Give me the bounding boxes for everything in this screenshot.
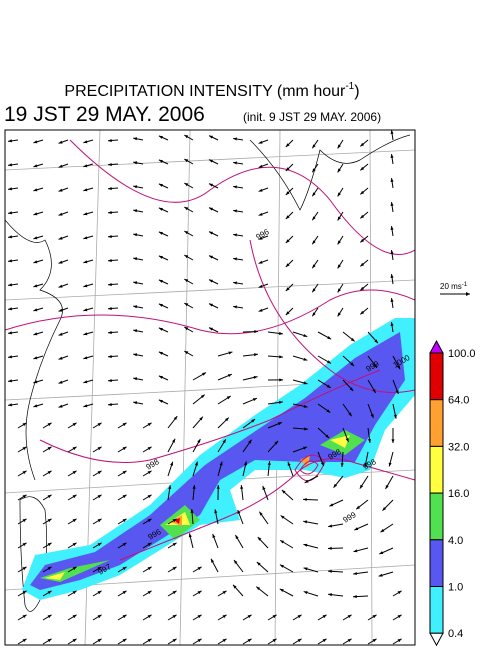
wind-arrowhead bbox=[279, 378, 283, 381]
wind-arrowhead bbox=[303, 334, 307, 337]
wind-arrowhead bbox=[303, 358, 307, 361]
scale-label: 20 ms-1 bbox=[440, 282, 468, 291]
wind-arrowhead bbox=[83, 164, 87, 167]
wind-arrowhead bbox=[83, 260, 87, 263]
wind-arrowhead bbox=[59, 357, 63, 360]
wind-arrowhead bbox=[391, 439, 394, 443]
wind-arrowhead bbox=[83, 332, 87, 335]
wind-arrowhead bbox=[83, 212, 87, 215]
wind-arrowhead bbox=[33, 356, 37, 359]
wind-arrowhead bbox=[253, 398, 257, 401]
init-time: (init. 9 JST 29 MAY. 2006) bbox=[243, 110, 381, 124]
wind-arrowhead bbox=[59, 405, 63, 408]
colorbar-label: 16.0 bbox=[448, 488, 469, 500]
wind-arrowhead bbox=[33, 212, 37, 215]
wind-arrowhead bbox=[83, 140, 87, 143]
wind-arrowhead bbox=[59, 237, 63, 240]
wind-arrowhead bbox=[59, 141, 63, 144]
wind-arrowhead bbox=[303, 520, 307, 523]
colorbar-label: 100.0 bbox=[448, 348, 476, 360]
wind-arrowhead bbox=[83, 308, 87, 311]
colorbar-label: 32.0 bbox=[448, 441, 469, 453]
colorbar-label: 0.4 bbox=[448, 628, 463, 640]
wind-arrowhead bbox=[83, 284, 87, 287]
wind-arrowhead bbox=[328, 524, 332, 527]
wind-arrowhead bbox=[83, 188, 87, 191]
contour-label: 998 bbox=[145, 457, 162, 472]
wind-arrowhead bbox=[59, 165, 63, 168]
wind-arrowhead bbox=[328, 547, 332, 550]
title-text: PRECIPITATION INTENSITY (mm hour bbox=[64, 83, 346, 100]
wind-arrowhead bbox=[59, 333, 63, 336]
wind-arrowhead bbox=[33, 284, 37, 287]
wind-arrowhead bbox=[228, 351, 232, 354]
wind-arrowhead bbox=[238, 510, 241, 514]
title: PRECIPITATION INTENSITY (mm hour-1) bbox=[64, 81, 359, 100]
contour-label: 999 bbox=[342, 510, 359, 525]
wind-arrowhead bbox=[259, 141, 263, 144]
wind-arrowhead bbox=[59, 189, 63, 192]
wind-arrowhead bbox=[259, 189, 263, 192]
wind-arrowhead bbox=[59, 213, 63, 216]
scale-arrowhead bbox=[466, 292, 470, 296]
wind-arrowhead bbox=[59, 261, 63, 264]
colorbar-label: 64.0 bbox=[448, 395, 469, 407]
scale-text: 20 ms bbox=[440, 282, 462, 291]
vector-scale: 20 ms-1 bbox=[440, 282, 470, 296]
wind-arrowhead bbox=[83, 236, 87, 239]
wind-arrowhead bbox=[353, 595, 357, 598]
wind-arrowhead bbox=[259, 261, 263, 264]
scale-exponent: -1 bbox=[462, 282, 468, 288]
wind-arrowhead bbox=[33, 140, 37, 143]
colorbar-segment bbox=[430, 540, 443, 587]
title-close: ) bbox=[354, 83, 359, 100]
wind-arrowhead bbox=[213, 534, 216, 538]
wind-arrowhead bbox=[259, 285, 263, 288]
wind-arrowhead bbox=[379, 574, 383, 577]
precipitation bbox=[22, 318, 415, 600]
wind-arrowhead bbox=[33, 164, 37, 167]
contour-label: 996 bbox=[255, 227, 272, 242]
wind-arrowhead bbox=[83, 380, 87, 383]
wind-arrowhead bbox=[304, 567, 308, 570]
colorbar-segment bbox=[430, 493, 443, 540]
wind-arrowhead bbox=[259, 213, 263, 216]
wind-arrowhead bbox=[33, 308, 37, 311]
wind-arrowhead bbox=[304, 591, 308, 594]
colorbar-label: 4.0 bbox=[448, 535, 463, 547]
colorbar-cap bbox=[430, 341, 443, 353]
wind-arrowhead bbox=[33, 332, 37, 335]
wind-arrowhead bbox=[33, 260, 37, 263]
wind-arrowhead bbox=[33, 236, 37, 239]
colorbar-segment bbox=[430, 446, 443, 493]
wind-arrowhead bbox=[59, 309, 63, 312]
wind-arrowhead bbox=[170, 462, 173, 466]
colorbar-cap bbox=[430, 633, 443, 645]
wind-arrowhead bbox=[259, 309, 263, 312]
colorbar-segment bbox=[430, 353, 443, 400]
wind-arrowhead bbox=[33, 404, 37, 407]
colorbar-segment bbox=[430, 587, 443, 634]
wind-arrowhead bbox=[83, 356, 87, 359]
valid-time: 19 JST 29 MAY. 2006 bbox=[4, 103, 205, 126]
wind-arrowhead bbox=[59, 285, 63, 288]
wind-arrowhead bbox=[263, 486, 266, 490]
wind-arrowhead bbox=[259, 165, 263, 168]
colorbar-label: 1.0 bbox=[448, 582, 463, 594]
wind-arrowhead bbox=[59, 381, 63, 384]
wind-arrowhead bbox=[254, 330, 258, 333]
wind-arrowhead bbox=[303, 498, 307, 501]
colorbar: 100.0 64.0 32.0 16.0 4.0 1.0 0.4 bbox=[430, 341, 476, 645]
wind-arrowhead bbox=[33, 188, 37, 191]
wind-arrowhead bbox=[279, 355, 283, 358]
wind-arrowhead bbox=[83, 404, 87, 407]
colorbar-segment bbox=[430, 400, 443, 447]
